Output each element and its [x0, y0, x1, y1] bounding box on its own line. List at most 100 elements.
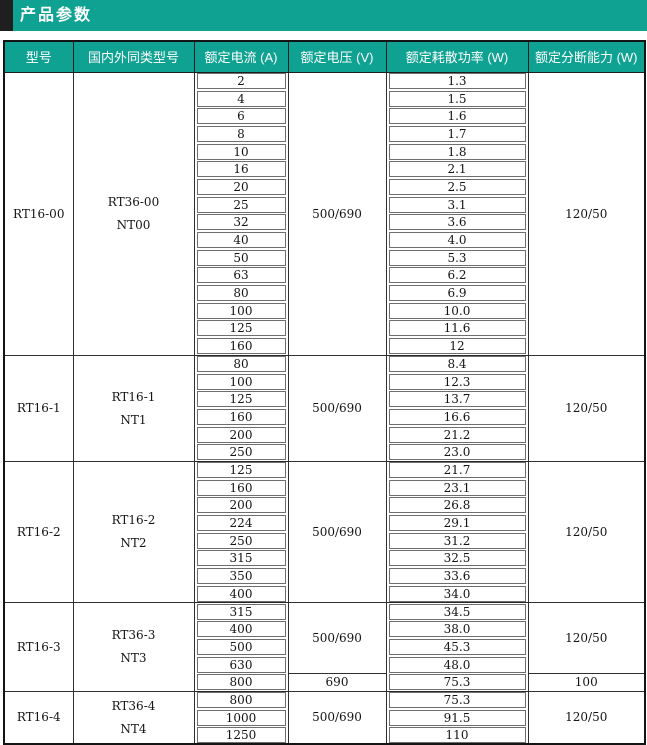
current-value: 160	[196, 479, 286, 496]
power-value: 23.0	[388, 444, 526, 461]
table-row: 125 11.6	[4, 319, 645, 338]
current-value: 125	[196, 320, 286, 337]
table-row: RT16-4 RT36-4 NT4 800 500/690 75.3 120/50	[3, 690, 646, 745]
power-value: 12	[388, 337, 526, 354]
current-value: 6	[196, 108, 286, 125]
table-row: 125 13.7	[4, 390, 645, 409]
table-row: 1250 110	[4, 726, 645, 745]
current-value: 32	[196, 214, 286, 231]
equivalent-line: NT2	[120, 536, 147, 551]
power-value: 91.5	[388, 709, 526, 726]
power-cell: 3.1	[385, 195, 529, 214]
breaking-capacity-cell: 120/50	[527, 354, 646, 462]
voltage-cell: 500/690	[287, 354, 387, 462]
power-cell: 75.3	[385, 673, 529, 692]
power-value: 6.2	[388, 267, 526, 284]
current-value: 630	[196, 656, 286, 673]
power-value: 1.5	[388, 90, 526, 107]
current-cell: 400	[193, 584, 289, 603]
column-header: 额定耗散功率 (W)	[385, 40, 529, 73]
power-value: 1.8	[388, 143, 526, 160]
current-cell: 50	[193, 248, 289, 267]
current-value: 20	[196, 178, 286, 195]
power-cell: 6.2	[385, 266, 529, 285]
table-row: 100 12.3	[4, 372, 645, 391]
current-value: 125	[196, 391, 286, 408]
table-row: 160 23.1	[4, 478, 645, 497]
power-cell: 23.1	[385, 478, 529, 497]
current-value: 400	[196, 621, 286, 638]
voltage-cell: 500/690	[287, 690, 387, 745]
current-value: 160	[196, 408, 286, 425]
power-cell: 91.5	[385, 708, 529, 727]
current-value: 125	[196, 462, 286, 479]
equivalent-line: RT36-00	[107, 195, 160, 209]
power-cell: 5.3	[385, 248, 529, 267]
power-value: 16.6	[388, 408, 526, 425]
current-cell: 160	[193, 408, 289, 426]
table-row: 250 23.0	[4, 443, 645, 462]
power-cell: 1.5	[385, 89, 529, 108]
power-value: 29.1	[388, 515, 526, 532]
equivalent-model-cell: RT36-00 NT00	[72, 71, 195, 356]
current-value: 4	[196, 90, 286, 107]
current-cell: 500	[193, 638, 289, 656]
equivalent-line: NT4	[120, 721, 147, 736]
table-row: 10 1.8	[4, 142, 645, 161]
table-row: RT16-3 RT36-3 NT3 315 500/690 34.5 120/50	[3, 602, 646, 692]
current-cell: 125	[193, 390, 289, 409]
current-cell: 350	[193, 567, 289, 585]
equivalent-model-cell: RT16-1 NT1	[72, 354, 195, 462]
current-cell: 160	[193, 478, 289, 497]
power-value: 75.3	[388, 692, 526, 709]
power-value: 34.0	[388, 585, 526, 602]
current-value: 800	[196, 692, 286, 709]
current-cell: 4	[193, 89, 289, 108]
product-parameters-table: 型号 国内外同类型号 额定电流 (A) 额定电压 (V) 额定耗散功率 (W) 额定分断能…	[3, 40, 646, 745]
current-cell: 630	[193, 655, 289, 674]
power-value: 38.0	[388, 621, 526, 638]
column-header: 额定电压 (V)	[287, 40, 387, 73]
current-value: 10	[196, 143, 286, 160]
table-row: 8 1.7	[4, 125, 645, 143]
table-row: 630 48.0	[4, 655, 645, 674]
table-row: 16 2.1	[4, 160, 645, 179]
table-row: 200 26.8	[4, 496, 645, 515]
current-value: 63	[196, 267, 286, 284]
current-cell: 800	[193, 673, 289, 692]
page-title: 产品参数	[20, 7, 93, 24]
current-cell: 10	[193, 142, 289, 161]
current-value: 315	[196, 603, 286, 620]
current-value: 200	[196, 497, 286, 514]
power-cell: 33.6	[385, 567, 529, 585]
current-value: 250	[196, 532, 286, 549]
power-value: 45.3	[388, 638, 526, 655]
current-cell: 315	[193, 602, 289, 621]
equivalent-model-cell: RT16-2 NT2	[72, 460, 195, 604]
power-cell: 32.5	[385, 549, 529, 568]
breaking-capacity-cell: 120/50	[527, 460, 646, 604]
current-value: 16	[196, 161, 286, 178]
power-cell: 31.2	[385, 531, 529, 550]
current-cell: 80	[193, 354, 289, 373]
current-cell: 1000	[193, 708, 289, 727]
table-row: 63 6.2	[4, 266, 645, 285]
power-value: 8.4	[388, 356, 526, 373]
power-value: 48.0	[388, 656, 526, 673]
power-cell: 26.8	[385, 496, 529, 515]
current-cell: 400	[193, 620, 289, 638]
column-header: 型号	[3, 40, 74, 73]
power-cell: 45.3	[385, 638, 529, 656]
voltage-cell: 690	[287, 672, 387, 692]
title-bar: 产品参数	[0, 0, 647, 31]
current-value: 800	[196, 673, 286, 690]
current-value: 315	[196, 550, 286, 567]
table-row: 50 5.3	[4, 248, 645, 267]
power-cell: 4.0	[385, 231, 529, 249]
current-cell: 1250	[193, 726, 289, 745]
table-row: 400 38.0	[4, 620, 645, 638]
power-value: 3.6	[388, 214, 526, 231]
table-row: 315 32.5	[4, 549, 645, 568]
current-value: 350	[196, 568, 286, 585]
title-accent-block	[0, 0, 13, 31]
